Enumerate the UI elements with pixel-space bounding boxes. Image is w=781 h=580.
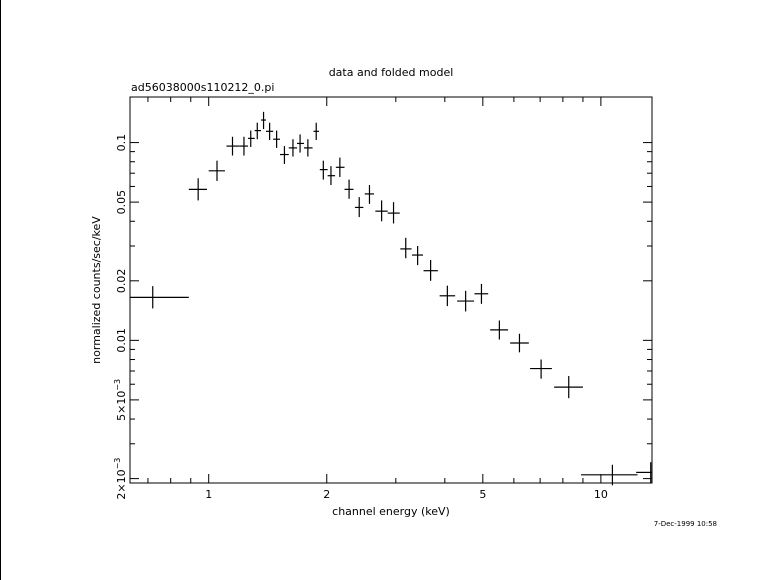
data-point xyxy=(288,139,298,157)
x-tick-label: 5 xyxy=(479,488,486,501)
data-point xyxy=(510,333,529,353)
y-tick-label: 0.05 xyxy=(115,190,128,215)
data-point xyxy=(581,464,638,486)
data-point xyxy=(273,130,281,148)
y-tick-label: 0.1 xyxy=(115,134,128,152)
left-border-line xyxy=(0,0,1,580)
data-points xyxy=(130,111,652,486)
data-point xyxy=(313,122,319,141)
data-point xyxy=(387,202,400,224)
y-axis-label: normalized counts/sec/keV xyxy=(90,216,103,364)
data-point xyxy=(490,320,509,340)
x-tick-label: 1 xyxy=(205,488,212,501)
y-tick-label: 0.02 xyxy=(115,269,128,294)
data-point xyxy=(280,146,289,164)
x-tick-label: 10 xyxy=(594,488,608,501)
x-axis-label: channel energy (keV) xyxy=(332,505,450,518)
data-point xyxy=(400,237,412,259)
y-tick-label: 0.01 xyxy=(115,328,128,353)
data-point xyxy=(375,200,388,222)
data-point xyxy=(364,185,375,204)
data-point xyxy=(327,166,336,186)
y-tick-label-text: 0.02 xyxy=(115,269,128,294)
y-tick-label-exponent: −3 xyxy=(113,379,122,391)
x-axis: 1 2 5 10 xyxy=(147,97,608,501)
data-point xyxy=(344,179,354,199)
plot-frame xyxy=(129,96,653,484)
chart-subtitle: ad56038000s110212_0.pi xyxy=(131,81,274,94)
data-point xyxy=(130,286,189,309)
y-tick-label-exponent: −3 xyxy=(113,458,122,470)
data-point xyxy=(226,136,240,156)
data-point xyxy=(636,462,652,483)
y-tick-label-text: 0.01 xyxy=(115,328,128,353)
y-tick-label-text: 0.05 xyxy=(115,190,128,215)
chart-title: data and folded model xyxy=(329,66,454,79)
data-point xyxy=(412,245,424,266)
data-point xyxy=(423,259,438,281)
data-point xyxy=(439,285,456,307)
y-tick-label-text: 0.1 xyxy=(115,134,128,152)
data-point xyxy=(261,111,267,130)
data-point xyxy=(248,130,255,147)
data-point xyxy=(530,359,552,379)
data-point xyxy=(297,134,305,153)
data-point xyxy=(254,122,262,140)
data-point xyxy=(335,157,345,177)
y-tick-label: 5×10−3 xyxy=(113,379,128,421)
data-point xyxy=(554,376,583,399)
data-point xyxy=(474,283,489,304)
data-point xyxy=(208,160,225,181)
data-point xyxy=(239,136,249,156)
y-tick-label-text: 5×10 xyxy=(115,391,128,421)
data-point xyxy=(354,197,364,218)
data-point xyxy=(457,290,475,312)
y-tick-label-text: 2×10 xyxy=(115,469,128,499)
data-point xyxy=(266,122,274,141)
y-tick-label: 2×10−3 xyxy=(113,458,128,500)
data-point xyxy=(304,139,313,157)
x-tick-label: 2 xyxy=(323,488,330,501)
y-axis: 2×10−35×10−30.010.020.050.1 xyxy=(113,134,652,500)
timestamp-label: 7-Dec-1999 10:58 xyxy=(654,520,717,528)
data-point xyxy=(188,178,207,201)
data-point xyxy=(319,160,328,180)
